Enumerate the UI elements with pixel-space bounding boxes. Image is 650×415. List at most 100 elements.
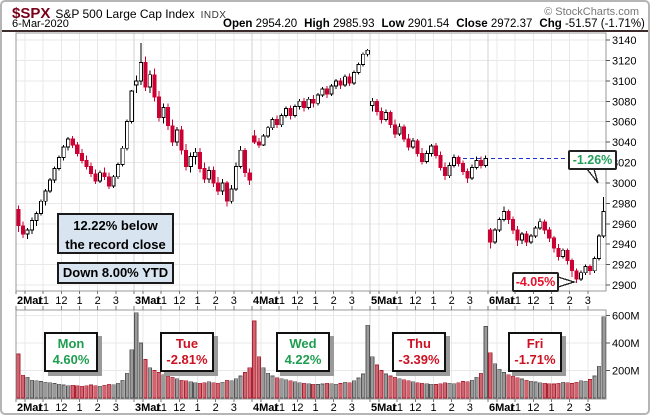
svg-text:3: 3	[113, 402, 119, 414]
day-box-mon: Mon 4.60%	[44, 332, 98, 372]
day-box-wed: Wed 4.22%	[276, 332, 330, 372]
svg-text:3: 3	[585, 402, 591, 414]
svg-text:12: 12	[527, 295, 539, 307]
svg-text:11: 11	[392, 295, 403, 307]
svg-text:11: 11	[392, 402, 403, 414]
svg-text:3: 3	[467, 402, 473, 414]
index-name: S&P 500 Large Cap Index	[55, 7, 195, 21]
svg-text:12: 12	[291, 295, 303, 307]
exchange-label: INDX	[200, 10, 227, 21]
svg-text:3040: 3040	[612, 137, 636, 149]
low-value: 2901.54	[407, 18, 450, 30]
svg-text:11: 11	[38, 295, 49, 307]
day-pct: 4.22%	[284, 352, 322, 367]
svg-text:2920: 2920	[612, 260, 636, 272]
high-label: High	[304, 18, 330, 30]
svg-text:3: 3	[349, 295, 355, 307]
svg-text:6Mar: 6Mar	[489, 402, 515, 414]
svg-text:2: 2	[567, 402, 573, 414]
svg-text:6Mar: 6Mar	[489, 295, 515, 307]
svg-text:2: 2	[449, 402, 455, 414]
svg-text:2: 2	[213, 295, 219, 307]
svg-text:12: 12	[527, 402, 539, 414]
day-pct: -1.71%	[514, 352, 556, 367]
svg-text:2: 2	[449, 295, 455, 307]
svg-text:3020: 3020	[612, 158, 636, 170]
svg-text:12: 12	[55, 295, 67, 307]
svg-text:12: 12	[173, 402, 185, 414]
header-separator	[2, 30, 648, 32]
svg-text:2980: 2980	[612, 198, 636, 210]
svg-text:2: 2	[95, 295, 101, 307]
svg-text:3: 3	[467, 295, 473, 307]
close-label: Close	[456, 18, 488, 30]
svg-text:4Mar: 4Mar	[253, 402, 279, 414]
svg-text:2960: 2960	[612, 219, 636, 231]
open-label: Open	[223, 18, 253, 30]
svg-text:1: 1	[194, 402, 200, 414]
svg-text:2: 2	[331, 402, 337, 414]
svg-text:3: 3	[231, 295, 237, 307]
day-box-fri: Fri -1.71%	[508, 332, 562, 372]
ytd-note: Down 8.00% YTD	[57, 262, 174, 284]
svg-text:11: 11	[156, 402, 167, 414]
svg-text:1: 1	[548, 295, 554, 307]
svg-text:11: 11	[38, 402, 49, 414]
svg-text:3120: 3120	[612, 55, 636, 67]
svg-text:400M: 400M	[612, 338, 640, 350]
svg-text:12: 12	[409, 295, 421, 307]
day-label: Thu	[407, 336, 431, 351]
svg-text:2940: 2940	[612, 239, 636, 251]
svg-text:11: 11	[156, 295, 167, 307]
day-pct: 4.60%	[52, 352, 90, 367]
svg-text:3: 3	[231, 402, 237, 414]
stockcharts-credit: © StockCharts.com	[544, 6, 639, 18]
day-label: Wed	[289, 336, 317, 351]
record-note-line1: 12.22% below	[73, 218, 158, 233]
day-pct: -3.39%	[398, 352, 440, 367]
day-label: Tue	[175, 336, 199, 351]
svg-text:2Mar: 2Mar	[17, 295, 43, 307]
svg-text:3Mar: 3Mar	[135, 402, 161, 414]
svg-text:12: 12	[409, 402, 421, 414]
low-callout: -4.05%	[512, 272, 559, 292]
svg-text:3080: 3080	[612, 96, 636, 108]
volume-axis-labels: 200M 400M 600M	[606, 311, 640, 378]
svg-text:3100: 3100	[612, 76, 636, 88]
svg-text:1: 1	[194, 295, 200, 307]
svg-text:3Mar: 3Mar	[135, 295, 161, 307]
svg-text:3: 3	[585, 295, 591, 307]
record-note-line2: the record close	[65, 237, 166, 252]
day-label: Fri	[526, 336, 544, 351]
svg-text:12: 12	[173, 295, 185, 307]
ohlc-quote-line: Open 2954.20 High 2985.93 Low 2901.54 Close…	[223, 18, 648, 30]
chart-date: 6-Mar-2020	[12, 18, 69, 30]
svg-text:3060: 3060	[612, 117, 636, 129]
svg-text:2: 2	[567, 295, 573, 307]
day-box-thu: Thu -3.39%	[392, 332, 446, 372]
day-box-tue: Tue -2.81%	[160, 332, 214, 372]
chg-value: -51.57 (-1.71%)	[564, 18, 645, 30]
low-label: Low	[381, 18, 405, 30]
time-axis-labels: 2Mar2Mar111112121122333Mar3Mar1111121211…	[15, 291, 591, 414]
price-axis-labels: 2900 2920 2940 2960 2980 3000 3020 3040 3060 3080…	[606, 35, 636, 292]
svg-text:1: 1	[548, 402, 554, 414]
svg-text:2Mar: 2Mar	[17, 402, 43, 414]
symbol-label: $SPX	[12, 5, 51, 22]
svg-text:1: 1	[76, 402, 82, 414]
svg-text:5Mar: 5Mar	[371, 295, 397, 307]
svg-text:3: 3	[349, 402, 355, 414]
svg-text:1: 1	[430, 295, 436, 307]
open-value: 2954.20	[255, 18, 298, 30]
svg-text:600M: 600M	[612, 311, 640, 323]
chg-label: Chg	[539, 18, 562, 30]
svg-text:12: 12	[55, 402, 67, 414]
day-label: Mon	[57, 336, 85, 351]
svg-text:2: 2	[213, 402, 219, 414]
candles	[16, 43, 606, 283]
svg-text:4Mar: 4Mar	[253, 295, 279, 307]
svg-text:11: 11	[274, 295, 285, 307]
svg-text:200M: 200M	[612, 366, 640, 378]
svg-text:12: 12	[291, 402, 303, 414]
